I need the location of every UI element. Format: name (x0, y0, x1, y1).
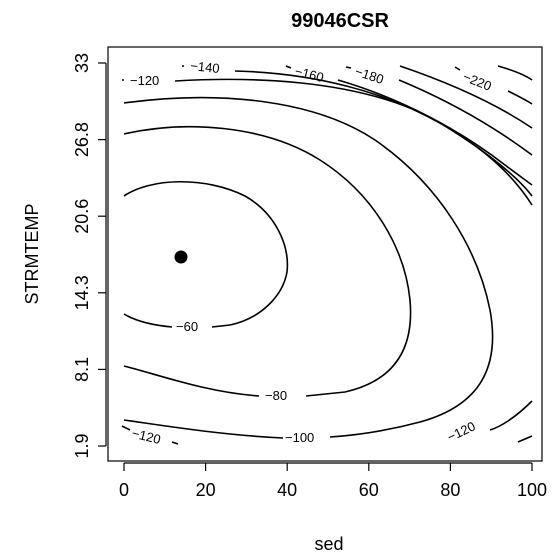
contour-label--160: −160 (293, 63, 325, 85)
x-axis: 0 20 40 60 80 100 (119, 462, 547, 500)
contour-line--120-bottom-left-2 (171, 441, 179, 445)
x-tick-label: 60 (359, 480, 379, 500)
optimum-point (174, 250, 188, 264)
contour-line--100 (123, 96, 494, 439)
contour-label--140: −140 (190, 58, 221, 76)
contour-label--100: −100 (285, 430, 314, 445)
contour-label--120-bottom-right: −120 (445, 418, 478, 444)
contour-label--120-top: −120 (130, 73, 159, 88)
x-tick-label: 80 (440, 480, 460, 500)
y-axis-label: STRMTEMP (22, 204, 42, 305)
contour-line--220 (454, 66, 533, 105)
contour-line--160 (285, 65, 533, 186)
contour-lines (121, 65, 533, 445)
y-tick-label: 26.8 (72, 122, 92, 157)
contour-line--60 (123, 180, 289, 328)
chart-title: 99046CSR (291, 10, 389, 32)
contour-label--120-bottom-left: −120 (130, 425, 162, 447)
contour-line--180 (345, 66, 533, 156)
y-tick-label: 14.3 (72, 275, 92, 310)
contour-line--240 (497, 65, 533, 81)
y-tick-label: 8.1 (72, 357, 92, 382)
contour-line--80 (123, 125, 412, 397)
contour-line--120-bottom-right (489, 400, 533, 431)
y-tick-label: 20.6 (72, 199, 92, 234)
contour-label--180: −180 (353, 64, 385, 87)
contour-label--60: −60 (176, 319, 198, 334)
x-tick-label: 100 (517, 480, 547, 500)
y-axis: 1.9 8.1 14.3 20.6 26.8 33 (72, 53, 107, 459)
y-tick-label: 1.9 (72, 433, 92, 458)
contour-line-bottom-right-fragment (517, 435, 533, 443)
x-tick-label: 40 (277, 480, 297, 500)
contour-label--220: −220 (461, 69, 494, 94)
x-tick-label: 0 (119, 480, 129, 500)
contour-label--80: −80 (265, 388, 287, 403)
x-axis-label: sed (314, 534, 343, 554)
y-tick-label: 33 (72, 53, 92, 73)
contour-line--120-bottom-left (121, 425, 131, 431)
contour-line--200 (399, 65, 533, 129)
plot-frame (107, 46, 543, 462)
x-tick-label: 20 (196, 480, 216, 500)
